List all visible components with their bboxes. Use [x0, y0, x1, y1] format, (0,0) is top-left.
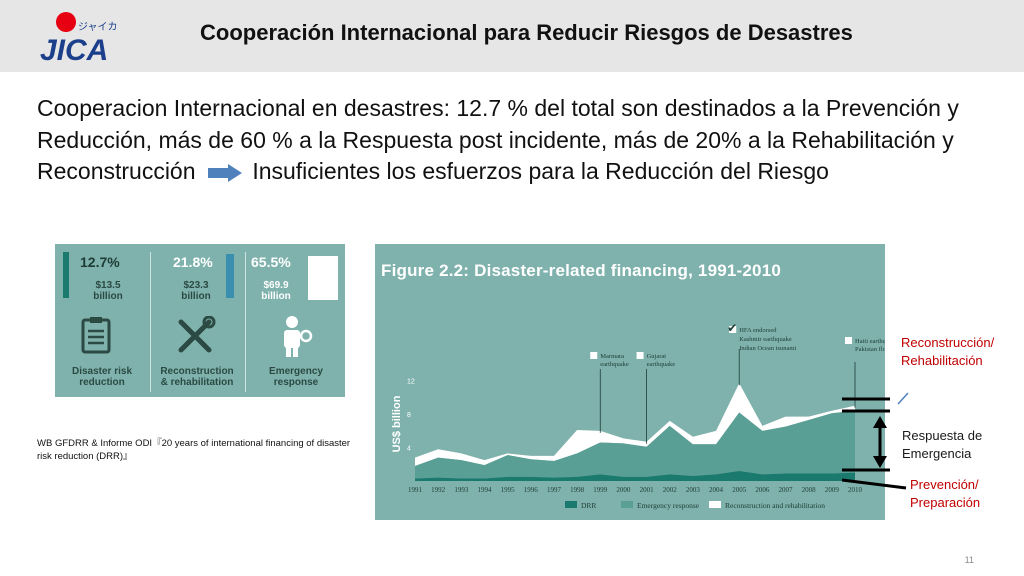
x-tick-label: 1998	[570, 486, 585, 494]
x-tick-label: 2002	[663, 486, 678, 494]
annotation-label: Indian Ocean tsunami	[739, 345, 796, 352]
annotation-label: Gujarat	[647, 353, 667, 360]
page-number: 11	[964, 555, 974, 565]
column-divider	[150, 252, 151, 392]
legend-label: DRR	[581, 501, 596, 510]
x-tick-label: 2004	[709, 486, 724, 494]
callout-line	[897, 392, 909, 405]
tools-icon	[178, 316, 216, 353]
y-tick-label: 4	[407, 446, 411, 453]
prevention-label: Prevención/Preparación	[910, 477, 981, 510]
event-icon	[636, 352, 644, 359]
area-reconstruction-and-rehabilitation	[415, 383, 855, 466]
area-emergency-response	[415, 410, 855, 479]
x-tick-label: 1995	[501, 486, 516, 494]
emergency-percent: 65.5%	[251, 254, 291, 270]
clipboard-icon	[81, 317, 111, 354]
header-bar: ジャイカ JICA Cooperación Internacional para…	[0, 0, 1024, 72]
legend-label: Reconstruction and rehabilitation	[725, 501, 825, 510]
drr-bar	[63, 252, 69, 298]
body-paragraph: Cooperacion Internacional en desastres: …	[37, 93, 997, 188]
x-tick-label: 1993	[454, 486, 469, 494]
right-arrow-icon	[207, 163, 242, 182]
x-tick-label: 1999	[593, 486, 608, 494]
column-divider	[245, 252, 246, 392]
annotation-label: Kashmir earthquake	[739, 336, 792, 343]
up-arrow-icon	[873, 416, 887, 428]
y-tick-label: 12	[407, 379, 415, 386]
prevention-line	[841, 478, 907, 490]
event-icon	[729, 326, 737, 333]
emergency-amount: $69.9 billion	[261, 280, 291, 302]
x-tick-label: 2006	[755, 486, 770, 494]
y-axis-label: US$ billion	[391, 395, 403, 452]
reconstruction-column: 21.8% $23.3 billion Reconstruction & rehab…	[151, 244, 246, 397]
bracket-markers	[841, 392, 909, 490]
annotation-label: Haiti earthquake	[855, 338, 885, 345]
reconstruction-bar	[226, 254, 234, 298]
reconstruction-label: Reconstrucción/Rehabilitación	[901, 335, 995, 368]
emergency-column: 65.5% $69.9 billion Emergency response	[246, 244, 345, 397]
event-icon	[845, 337, 852, 344]
x-tick-label: 1996	[524, 486, 539, 494]
area-chart: US$ billion 4 8 12 1991 1992 1993 1994 1995 1996 1…	[391, 321, 885, 510]
response-label: Respuesta de Emergencia	[902, 428, 983, 461]
drr-amount: $13.5 billion	[93, 280, 123, 302]
x-tick-label: 2009	[825, 486, 840, 494]
annotation-label: HFA endorsed	[739, 327, 777, 334]
legend-swatch	[565, 501, 577, 508]
emergency-bar	[308, 256, 338, 300]
x-tick-label: 2005	[732, 486, 747, 494]
checkmark-icon: ✔	[727, 321, 737, 335]
drr-percent: 12.7%	[80, 254, 120, 270]
aid-worker-icon	[284, 316, 313, 357]
body-text-part1: Cooperacion Internacional en desastres: …	[37, 95, 959, 184]
x-tick-label: 1994	[477, 486, 492, 494]
annotation-label: earthquake	[647, 361, 676, 368]
annotation-label: Pakistan flooding	[855, 346, 885, 353]
drr-caption: Disaster risk reduction	[71, 366, 133, 388]
legend-swatch	[709, 501, 721, 508]
logo-text: JICA	[40, 34, 108, 66]
area-drr	[415, 470, 855, 481]
emergency-caption: Emergency response	[269, 366, 323, 388]
event-icon	[590, 352, 598, 359]
drr-column: 12.7% $13.5 billion Disaster risk reductio…	[55, 244, 150, 397]
chart-title: Figure 2.2: Disaster-related financing, …	[381, 261, 782, 280]
reconstruction-amount: $23.3 billion	[181, 280, 211, 302]
x-tick-label: 1991	[408, 486, 423, 494]
y-tick-label: 8	[407, 412, 411, 419]
x-tick-label: 1997	[547, 486, 562, 494]
x-tick-label: 2007	[779, 486, 794, 494]
annotation-label: earthquake	[600, 361, 629, 368]
chart-panel: Figure 2.2: Disaster-related financing, …	[375, 244, 885, 520]
down-arrow-icon	[873, 456, 887, 468]
logo-subtext: ジャイカ	[78, 21, 118, 33]
reconstruction-percent: 21.8%	[173, 254, 213, 270]
x-tick-label: 2003	[686, 486, 701, 494]
x-tick-label: 2001	[640, 486, 655, 494]
x-tick-label: 2010	[848, 486, 863, 494]
legend-label: Emergency response	[637, 501, 700, 510]
x-tick-label: 2008	[802, 486, 817, 494]
source-note: WB GFDRR & Informe ODI『20 years of inter…	[37, 438, 351, 462]
slide-title: Cooperación Internacional para Reducir R…	[200, 20, 853, 45]
reconstruction-caption: Reconstruction & rehabilitation	[160, 366, 234, 388]
financing-infographic: 12.7% $13.5 billion Disaster risk reductio…	[55, 244, 345, 397]
x-tick-label: 1992	[431, 486, 446, 494]
x-tick-label: 2000	[616, 486, 631, 494]
legend-swatch	[621, 501, 633, 508]
annotation-label: Marmara	[600, 353, 624, 360]
jica-logo: ジャイカ JICA	[40, 12, 118, 66]
body-text-part2: Insuficientes los esfuerzos para la Redu…	[252, 158, 829, 184]
